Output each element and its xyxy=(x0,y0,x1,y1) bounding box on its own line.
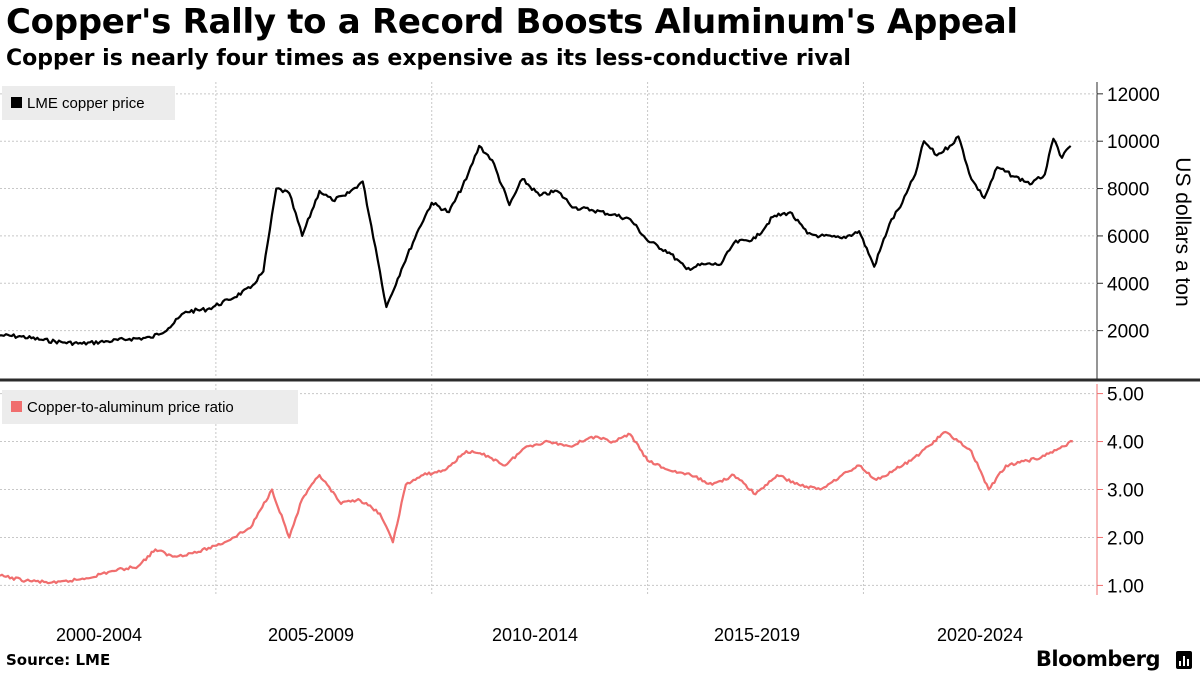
x-tick-label: 2005-2009 xyxy=(268,625,354,645)
copper-y-tick-label: 12000 xyxy=(1107,85,1160,106)
bloomberg-chart-icon xyxy=(1176,651,1192,669)
copper-legend-label: LME copper price xyxy=(27,95,145,112)
copper-legend-box xyxy=(2,86,175,120)
copper-y-axis-title: US dollars a ton xyxy=(1171,157,1194,306)
copper-y-tick-label: 2000 xyxy=(1107,322,1149,343)
x-tick-label: 2015-2019 xyxy=(714,625,800,645)
chart-title: Copper's Rally to a Record Boosts Alumin… xyxy=(6,2,1018,42)
ratio-series-line xyxy=(0,430,1074,585)
y-axis-ticks: 2000 4000 6000 8000 10000 12000 1.00 2.00 3.00 4.… xyxy=(1097,85,1160,597)
x-tick-label: 2000-2004 xyxy=(56,625,142,645)
copper-y-tick-label: 10000 xyxy=(1107,132,1160,153)
ratio-legend-box xyxy=(2,390,298,424)
ratio-y-tick-label: 4.00 xyxy=(1107,433,1144,454)
copper-y-tick-label: 8000 xyxy=(1107,180,1149,201)
ratio-y-tick-label: 5.00 xyxy=(1107,385,1144,406)
ratio-y-tick-label: 1.00 xyxy=(1107,576,1144,597)
copper-y-tick-label: 4000 xyxy=(1107,274,1149,295)
ratio-legend-label: Copper-to-aluminum price ratio xyxy=(27,399,234,416)
copper-y-tick-label: 6000 xyxy=(1107,227,1149,248)
copper-legend-swatch xyxy=(11,97,22,108)
ratio-legend-swatch xyxy=(11,401,22,412)
x-tick-label: 2010-2014 xyxy=(492,625,578,645)
x-tick-label: 2020-2024 xyxy=(937,625,1023,645)
ratio-y-tick-label: 3.00 xyxy=(1107,481,1144,502)
ratio-y-tick-label: 2.00 xyxy=(1107,528,1144,549)
bloomberg-logo: Bloomberg xyxy=(1035,647,1161,671)
copper-price-series-line xyxy=(0,135,1072,346)
source-note: Source: LME xyxy=(6,651,111,669)
gridlines xyxy=(0,82,1097,595)
chart-subtitle: Copper is nearly four times as expensive… xyxy=(6,46,851,71)
